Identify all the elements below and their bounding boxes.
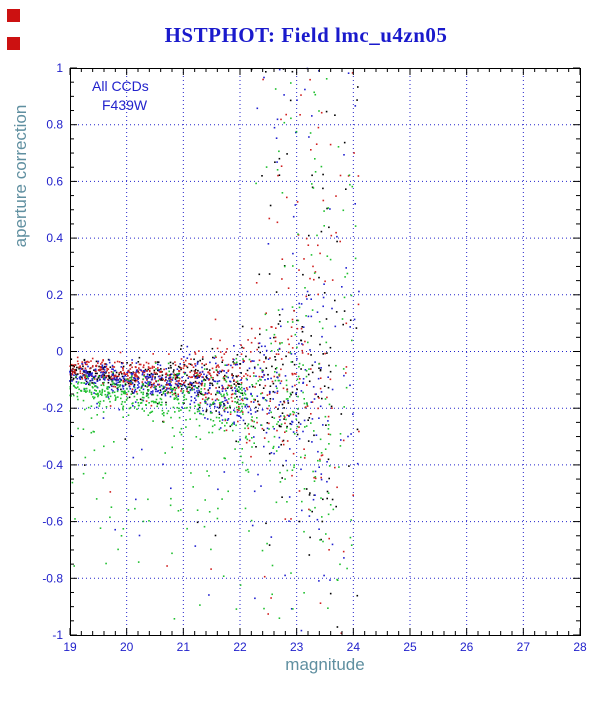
x-tick-label: 26 — [460, 640, 474, 654]
y-tick-label: 0 — [56, 345, 63, 359]
x-tick-label: 20 — [120, 640, 134, 654]
x-axis-label: magnitude — [285, 655, 365, 674]
x-tick-label: 24 — [347, 640, 361, 654]
annotation-filter: F439W — [102, 97, 148, 113]
window-decoration-icon[interactable] — [7, 9, 20, 22]
axis-ticks — [69, 67, 581, 636]
y-tick-label: 1 — [56, 61, 63, 75]
y-tick-label: 0.4 — [46, 231, 63, 245]
y-tick-label: -0.2 — [42, 401, 63, 415]
tick-labels: 19 20 21 22 23 24 25 26 27 28 -1 -0.8 -0.6 -0.4 -0.2 0 0… — [42, 61, 587, 654]
x-tick-label: 19 — [63, 640, 77, 654]
y-tick-label: 0.6 — [46, 174, 63, 188]
y-tick-label: -1 — [52, 628, 63, 642]
x-tick-label: 21 — [177, 640, 191, 654]
series-ccd2 — [69, 72, 360, 634]
gridlines — [70, 68, 580, 635]
x-tick-label: 25 — [403, 640, 417, 654]
series-ccd3 — [69, 67, 360, 632]
series-ccd1 — [69, 68, 359, 628]
y-tick-label: -0.4 — [42, 458, 63, 472]
annotation-all-ccds: All CCDs — [92, 78, 149, 94]
scatter-points — [69, 67, 360, 634]
x-tick-label: 27 — [517, 640, 531, 654]
x-tick-label: 22 — [233, 640, 247, 654]
y-tick-label: 0.8 — [46, 118, 63, 132]
y-tick-label: 0.2 — [46, 288, 63, 302]
chart-title: HSTPHOT: Field lmc_u4zn05 — [164, 23, 448, 47]
y-tick-label: -0.6 — [42, 515, 63, 529]
x-tick-label: 23 — [290, 640, 304, 654]
window-decoration-icon[interactable] — [7, 37, 20, 50]
x-tick-label: 28 — [573, 640, 587, 654]
y-tick-label: -0.8 — [42, 571, 63, 585]
